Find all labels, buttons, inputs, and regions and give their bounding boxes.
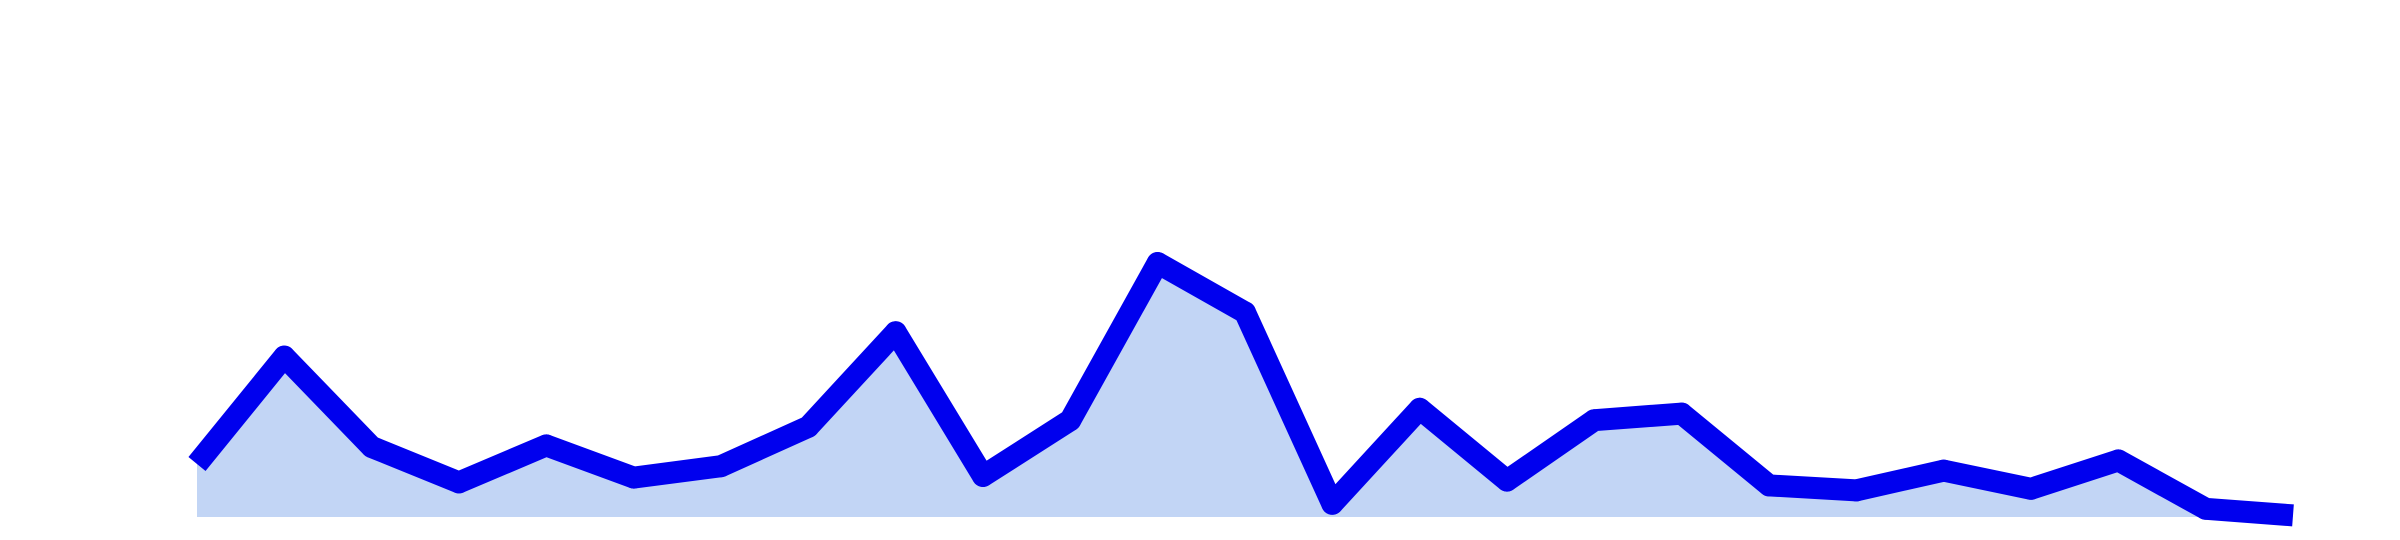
data-point (1496, 469, 1518, 492)
data-point (1059, 409, 1082, 432)
data-point (884, 321, 907, 344)
data-point (2194, 497, 2217, 520)
data-point (1321, 492, 1344, 515)
plot-area (188, 252, 2294, 527)
data-point (1583, 409, 1606, 432)
data-point (972, 465, 994, 487)
data-point (1234, 301, 1256, 324)
data-point (710, 455, 732, 478)
data-point (448, 471, 470, 494)
data-point (273, 345, 296, 368)
data-point (1146, 252, 1169, 274)
data-point (535, 434, 558, 457)
data-point (1670, 402, 1693, 425)
data-point (797, 415, 820, 438)
data-point (2020, 477, 2042, 500)
data-point (360, 436, 383, 458)
area-fill (197, 263, 2293, 517)
data-point (1408, 397, 1431, 420)
data-point (2107, 449, 2130, 472)
data-point (1758, 474, 1780, 497)
data-point (1932, 459, 1955, 482)
data-point (622, 466, 645, 489)
data-point (1845, 479, 1868, 502)
